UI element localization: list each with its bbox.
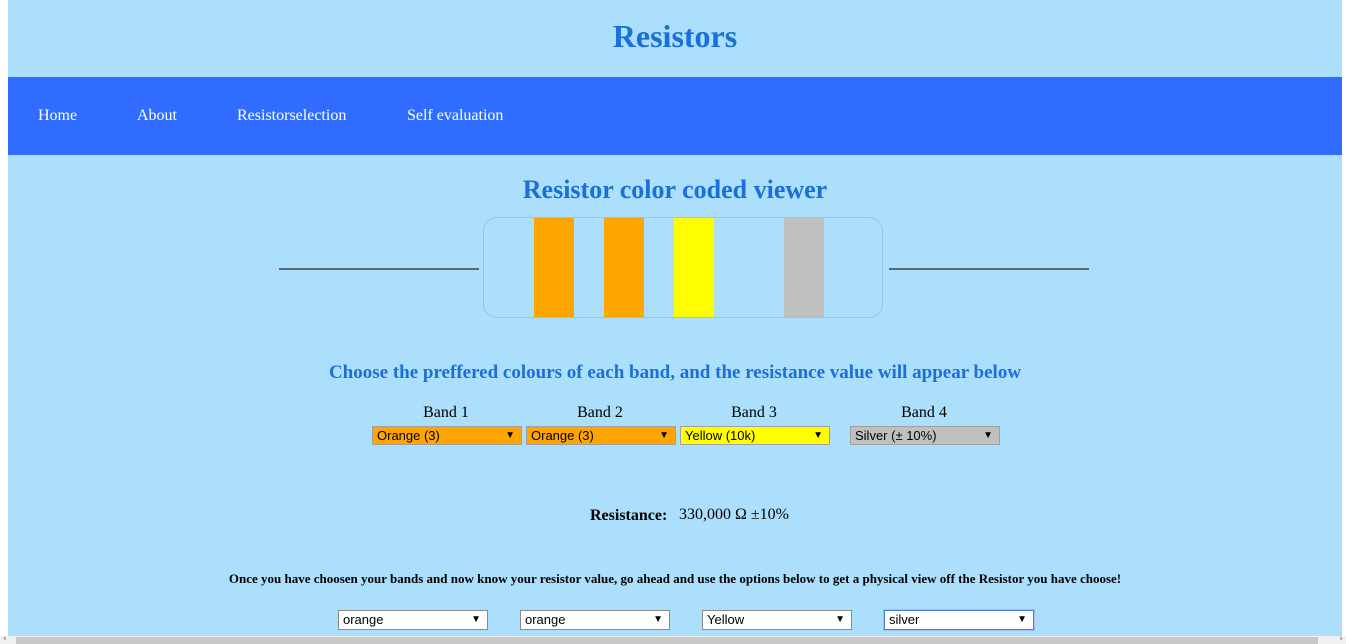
chevron-down-icon: ▼: [653, 614, 663, 625]
band-3-select[interactable]: Yellow (10k) ▼: [680, 426, 830, 445]
nav-resistorselection-link[interactable]: Resistorselection: [237, 107, 347, 124]
physical-band-3-select[interactable]: Yellow ▼: [702, 610, 852, 630]
band-4-select-value: Silver (± 10%): [855, 428, 937, 443]
resistor-body: [483, 217, 883, 318]
physical-band-4-value: silver: [889, 612, 920, 627]
resistor-band-1: [534, 218, 574, 317]
physical-view-note: Once you have choosen your bands and now…: [228, 571, 1122, 586]
resistance-label: Resistance:: [590, 507, 668, 524]
resistance-value: 330,000 Ω ±10%: [679, 506, 789, 523]
chevron-down-icon: ▼: [983, 430, 993, 441]
band-1-select-value: Orange (3): [377, 428, 440, 443]
resistor-band-2: [604, 218, 644, 317]
page: Resistors Home About Resistorselection S…: [8, 0, 1342, 644]
band-2-label: Band 2: [577, 404, 623, 421]
scroll-left-icon[interactable]: ‹: [3, 634, 7, 644]
band-4-label: Band 4: [901, 404, 947, 421]
resistor-band-4: [784, 218, 824, 317]
scrollbar-thumb[interactable]: [16, 637, 1318, 644]
viewer-title: Resistor color coded viewer: [522, 175, 828, 204]
nav-bar: Home About Resistorselection Self evalua…: [8, 77, 1342, 155]
band-1-label: Band 1: [423, 404, 469, 421]
instruction-text: Choose the preffered colours of each ban…: [328, 362, 1022, 383]
band-3-select-value: Yellow (10k): [685, 428, 756, 443]
chevron-down-icon: ▼: [835, 614, 845, 625]
physical-band-4-select[interactable]: silver ▼: [884, 610, 1034, 630]
scroll-right-icon[interactable]: ›: [1339, 634, 1343, 644]
physical-band-1-value: orange: [343, 612, 384, 627]
resistor-band-3: [674, 218, 714, 317]
band-3-label: Band 3: [731, 404, 777, 421]
nav-about-link[interactable]: About: [137, 107, 177, 124]
physical-band-1-select[interactable]: orange ▼: [338, 610, 488, 630]
chevron-down-icon: ▼: [505, 430, 515, 441]
band-4-select[interactable]: Silver (± 10%) ▼: [850, 426, 1000, 445]
nav-home-link[interactable]: Home: [38, 107, 78, 124]
chevron-down-icon: ▼: [1017, 614, 1027, 625]
nav-self-evaluation-link[interactable]: Self evaluation: [407, 107, 504, 124]
chevron-down-icon: ▼: [659, 430, 669, 441]
physical-band-2-value: orange: [525, 612, 566, 627]
resistor-lead-right: [889, 268, 1089, 270]
band-2-select[interactable]: Orange (3) ▼: [526, 426, 676, 445]
physical-band-2-select[interactable]: orange ▼: [520, 610, 670, 630]
band-2-select-value: Orange (3): [531, 428, 594, 443]
resistor-lead-left: [279, 268, 479, 270]
physical-band-3-value: Yellow: [707, 612, 745, 627]
chevron-down-icon: ▼: [471, 614, 481, 625]
horizontal-scrollbar[interactable]: ‹ ›: [0, 634, 1346, 644]
chevron-down-icon: ▼: [813, 430, 823, 441]
site-title: Resistors: [612, 18, 738, 54]
band-1-select[interactable]: Orange (3) ▼: [372, 426, 522, 445]
